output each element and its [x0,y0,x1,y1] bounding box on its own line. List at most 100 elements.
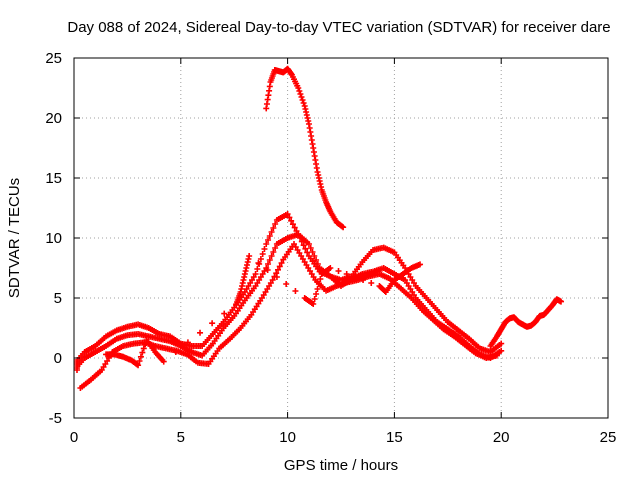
data-point [252,271,259,277]
data-point [298,94,305,100]
data-point [134,361,141,368]
data-point [311,296,318,302]
data-point [493,352,500,359]
data-point [137,353,144,360]
data-point [268,229,275,235]
x-tick-label: 5 [177,429,185,446]
y-tick-label: 0 [54,350,62,367]
data-point [276,263,283,270]
data-point [288,217,295,224]
data-point [263,241,270,247]
data-point [264,267,271,273]
data-point [304,249,311,256]
chart-title: Day 088 of 2024, Sidereal Day-to-day VTE… [67,19,610,36]
data-point [268,253,275,259]
series-secondary-arcs [103,253,424,369]
data-points [74,65,565,391]
data-point [209,320,216,327]
data-point [360,277,367,283]
data-point [340,224,347,231]
data-point [368,280,375,286]
data-point [292,288,299,294]
data-point [310,301,317,307]
y-tick-label: 20 [45,110,62,127]
y-tick-label: 25 [45,50,62,67]
data-point [184,339,191,346]
data-point [498,347,505,354]
data-point [284,211,291,217]
data-point [136,358,143,364]
series-main-band-lower [77,241,500,391]
data-point [313,257,320,263]
data-point [295,85,302,91]
data-point [498,340,505,347]
x-tick-label: 20 [493,429,510,446]
x-tick-label: 0 [70,429,78,446]
data-point [309,249,316,255]
data-point [265,261,272,267]
data-point [139,349,146,356]
series-late-day [487,296,565,349]
data-point [302,245,309,252]
data-point [160,358,167,365]
data-point [140,345,147,352]
data-point [197,329,204,336]
axis-ticks: 0 5 10 15 20 25 -5 0 5 10 15 20 25 [45,50,616,446]
x-tick-label: 25 [600,429,617,446]
data-point [305,241,312,247]
data-point [266,257,273,263]
y-tick-label: 10 [45,230,62,247]
data-point [351,274,358,280]
data-point [255,260,262,266]
data-point [315,281,322,287]
data-point [172,349,179,355]
data-point [297,91,304,97]
data-point [313,291,320,297]
data-point [257,256,264,262]
y-tick-label: 5 [54,290,62,307]
data-point [273,274,280,280]
data-point [266,233,273,239]
data-point [261,246,268,252]
data-point [265,237,272,243]
data-point [270,225,277,231]
data-point [283,281,290,287]
data-point [299,97,306,103]
data-point [300,100,307,106]
x-tick-label: 15 [386,429,403,446]
data-point [335,268,342,274]
data-point [246,253,253,259]
data-point [269,277,276,283]
data-point [317,276,324,282]
data-point [558,298,565,305]
data-point [314,286,321,292]
data-point [291,224,298,231]
data-point [327,265,334,271]
data-point [272,221,279,227]
data-point [254,266,261,272]
data-point [311,253,318,259]
data-point [135,362,142,369]
x-tick-label: 10 [279,429,296,446]
data-point [259,251,266,257]
data-point [272,245,279,251]
x-axis-label: GPS time / hours [284,457,398,474]
data-point [274,266,281,273]
y-axis-label: SDTVAR / TECUs [6,178,23,298]
data-point [314,261,321,267]
data-point [286,214,293,221]
y-tick-label: -5 [49,410,62,427]
data-point [300,242,307,249]
data-point [343,271,350,277]
data-point [289,221,296,228]
series-high-arc [263,65,347,231]
data-point [296,88,303,94]
data-point [417,261,424,268]
data-point [270,249,277,255]
data-point [278,260,285,266]
data-point [307,245,314,251]
y-tick-label: 15 [45,170,62,187]
data-point [221,310,228,317]
